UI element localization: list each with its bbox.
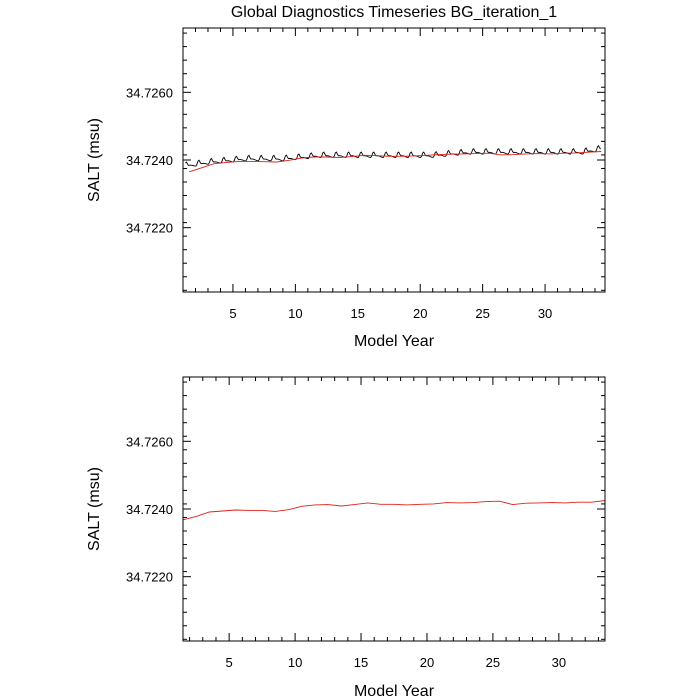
- top-series-line-1: [189, 151, 602, 173]
- top-y-axis-label: SALT (msu): [86, 118, 103, 202]
- bottom-y-tick-label: 34.7220: [126, 570, 173, 585]
- top-y-tick-label: 34.7220: [126, 221, 173, 236]
- bottom-x-tick-label: 15: [354, 655, 368, 670]
- top-y-tick-label: 34.7260: [126, 85, 173, 100]
- bottom-chart: 5 10 15 20 25 30 34.7220 34.7240 34.7260 Model Y…: [86, 376, 606, 700]
- figure-title: Global Diagnostics Timeseries BG_iterati…: [231, 4, 557, 21]
- top-y-tick-label: 34.7240: [126, 153, 173, 168]
- bottom-x-tick-label: 20: [420, 655, 434, 670]
- bottom-x-tick-label: 25: [486, 655, 500, 670]
- top-x-tick-label: 30: [538, 306, 552, 321]
- top-x-tick-label: 5: [229, 306, 236, 321]
- top-chart-ticks: 5 10 15 20 25 30 34.7220 34.7240 34.7260: [126, 28, 605, 321]
- bottom-x-tick-label: 30: [552, 655, 566, 670]
- bottom-x-tick-label: 10: [288, 655, 302, 670]
- bottom-x-axis-label: Model Year: [354, 683, 435, 700]
- bottom-chart-ticks: 5 10 15 20 25 30 34.7220 34.7240 34.7260: [126, 377, 605, 670]
- bottom-series-line-0: [182, 500, 606, 521]
- top-chart-series: [185, 145, 602, 173]
- bottom-chart-series: [182, 500, 606, 521]
- top-x-tick-label: 20: [413, 306, 427, 321]
- bottom-y-tick-label: 34.7260: [126, 434, 173, 449]
- top-x-tick-label: 25: [475, 306, 489, 321]
- bottom-y-tick-label: 34.7240: [126, 502, 173, 517]
- top-x-tick-label: 10: [288, 306, 302, 321]
- bottom-x-tick-label: 5: [226, 655, 233, 670]
- top-x-tick-label: 15: [351, 306, 365, 321]
- top-chart: 5 10 15 20 25 30 34.7220 34.7240 34.7260 Model Y…: [86, 27, 606, 350]
- bottom-plot-frame: [182, 376, 606, 642]
- bottom-y-axis-label: SALT (msu): [86, 467, 103, 551]
- top-x-axis-label: Model Year: [354, 333, 435, 350]
